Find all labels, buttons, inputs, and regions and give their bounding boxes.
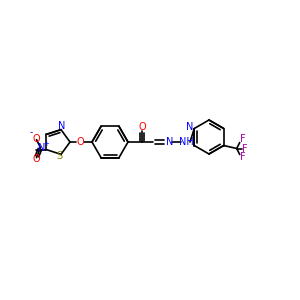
- Text: N: N: [58, 121, 66, 130]
- Text: N: N: [166, 137, 174, 147]
- Text: -: -: [30, 128, 33, 137]
- Text: S: S: [56, 152, 62, 161]
- Text: F: F: [242, 143, 247, 154]
- Text: N: N: [38, 142, 45, 153]
- Text: N: N: [186, 122, 193, 133]
- Text: O: O: [138, 122, 146, 132]
- Text: NH: NH: [178, 137, 194, 147]
- Text: F: F: [240, 134, 245, 145]
- Text: F: F: [240, 152, 245, 163]
- Text: O: O: [33, 154, 40, 164]
- Text: O: O: [33, 134, 40, 144]
- Text: +: +: [44, 141, 50, 147]
- Text: O: O: [76, 137, 84, 147]
